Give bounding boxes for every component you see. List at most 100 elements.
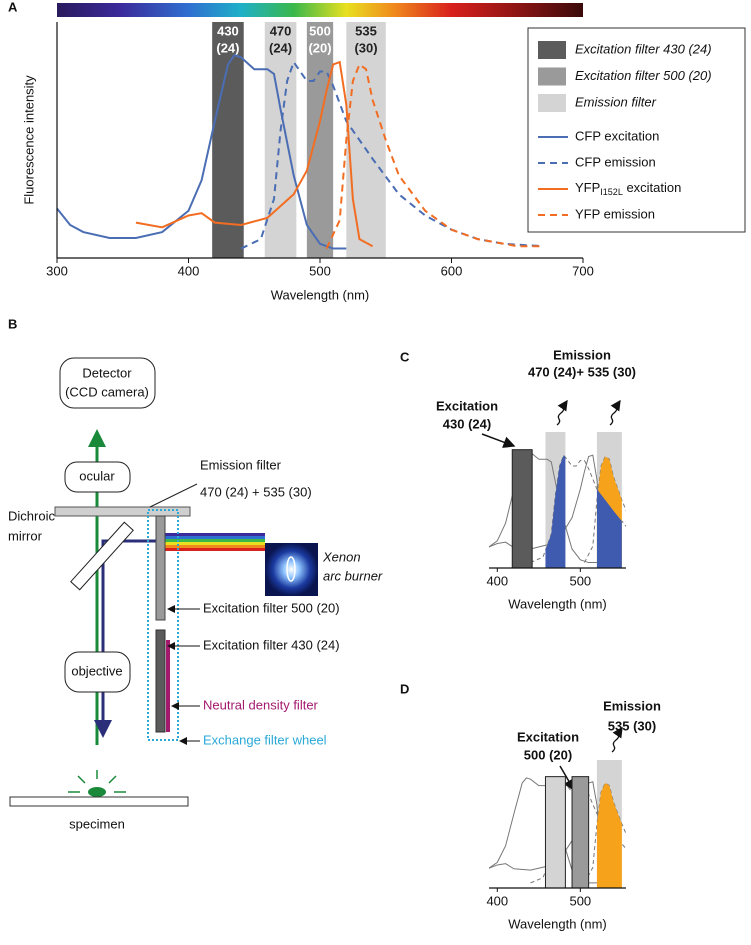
ocular-label: ocular — [79, 468, 115, 483]
emission-arrow — [556, 399, 568, 426]
xenon-lamp — [265, 543, 318, 596]
x-axis-label: Wavelength (nm) — [508, 596, 607, 611]
spectrum-line — [489, 777, 597, 884]
filter-label: 430 — [217, 23, 239, 38]
legend-label-part: I152L — [600, 187, 623, 197]
spectrum-bar — [57, 3, 583, 17]
emission-fill — [596, 783, 622, 888]
emission-label: 535 (30) — [608, 718, 656, 733]
spectrum-line — [56, 53, 347, 250]
filter-430-label: Excitation filter 430 (24) — [203, 637, 340, 652]
emission-arrow — [609, 399, 621, 426]
emission-fill — [596, 489, 622, 568]
emission-label: Emission — [553, 347, 611, 362]
x-tick-label: 500 — [569, 893, 591, 908]
dichroic-label: mirror — [8, 528, 43, 543]
diagram: B Detector (CCD camera) ocular Emission … — [8, 316, 383, 831]
filter-label: (24) — [269, 40, 292, 55]
nd-filter-label: Neutral density filter — [203, 697, 319, 712]
objective-box — [64, 651, 131, 693]
emission-arrow — [611, 726, 623, 753]
x-tick-label: 400 — [486, 893, 508, 908]
legend-swatch — [538, 67, 566, 86]
filter-label: 535 — [355, 23, 377, 38]
chart-a: 430 (24) 470 (24) 500 (20) 535 (30) 300 400 500 600… — [21, 22, 712, 302]
objective-label: objective — [71, 663, 122, 678]
panel-label: D — [400, 681, 409, 696]
lamp-arc — [286, 556, 296, 582]
x-axis-label: Wavelength (nm) — [271, 287, 370, 302]
filter-band — [544, 776, 566, 889]
filter-label: (20) — [308, 40, 331, 55]
filter-band — [571, 776, 590, 889]
legend-box — [527, 27, 746, 233]
x-tick-label: 400 — [178, 263, 200, 278]
specimen-label: specimen — [69, 816, 125, 831]
filter-label: (24) — [216, 40, 239, 55]
legend-label: Emission filter — [575, 94, 657, 109]
legend-swatch — [538, 41, 566, 59]
sample — [88, 787, 106, 797]
legend-label: YFP emission — [575, 206, 655, 221]
filter-label: 500 — [309, 23, 331, 38]
filter-band — [511, 449, 533, 569]
emission-filter — [54, 506, 191, 517]
filter-band — [346, 22, 386, 258]
excitation-label: Excitation — [517, 729, 579, 744]
spectrum-line — [489, 454, 614, 562]
legend-label-part: YFP — [575, 180, 600, 195]
spectrum-line — [489, 450, 597, 564]
emission-label: 470 (24)+ 535 (30) — [528, 364, 636, 379]
x-tick-label: 400 — [486, 573, 508, 588]
excitation-label: 430 (24) — [443, 416, 491, 431]
chart-c: 400 500 Wavelength (nm) — [486, 432, 626, 611]
panel-label: B — [8, 316, 17, 331]
filter-label: 470 — [270, 23, 292, 38]
lamp-label: Xenon — [322, 549, 361, 564]
leader-line — [149, 483, 198, 508]
emission-filter-label: 470 (24) + 535 (30) — [200, 484, 312, 499]
arrow — [481, 433, 516, 448]
spectrum-line — [489, 781, 614, 883]
x-tick-label: 500 — [309, 263, 331, 278]
filter-wheel — [147, 509, 179, 741]
detector-box — [59, 357, 156, 409]
y-axis-label: Fluorescence intensity — [21, 75, 36, 205]
ocular-box — [64, 461, 131, 493]
legend-label-part: excitation — [623, 180, 682, 195]
excitation-label: 500 (20) — [524, 747, 572, 762]
dichroic-mirror — [70, 521, 134, 591]
x-tick-label: 600 — [441, 263, 463, 278]
filter-band — [212, 22, 244, 258]
legend-label: YFPI152L excitation — [575, 180, 681, 197]
filter-500 — [155, 515, 166, 621]
nd-filter — [166, 640, 170, 732]
panel-label: C — [400, 349, 410, 364]
chart-d: 400 500 Wavelength (nm) — [486, 760, 626, 931]
lamp-label: arc burner — [323, 568, 383, 583]
legend-label: CFP emission — [575, 154, 656, 169]
slide — [9, 796, 189, 807]
emission-label: Emission — [603, 698, 661, 713]
wheel-label: Exchange filter wheel — [203, 732, 327, 747]
filter-label: (30) — [354, 40, 377, 55]
dichroic-label: Dichroic — [8, 508, 55, 523]
x-tick-label: 300 — [46, 263, 68, 278]
legend-label: Excitation filter 500 (20) — [575, 68, 712, 83]
detector-label: Detector — [82, 365, 132, 380]
x-tick-label: 700 — [572, 263, 594, 278]
emission-filter-label: Emission filter — [200, 457, 282, 472]
spectrum-line — [530, 454, 626, 564]
filter-430 — [155, 629, 166, 733]
detector-label: (CCD camera) — [65, 384, 149, 399]
x-tick-label: 500 — [569, 573, 591, 588]
legend-label: CFP excitation — [575, 128, 659, 143]
legend-swatch — [538, 94, 566, 112]
emission-fill — [545, 455, 566, 568]
panel-label: A — [8, 0, 18, 14]
excitation-label: Excitation — [436, 398, 498, 413]
spectrum-line — [325, 62, 544, 249]
x-axis-label: Wavelength (nm) — [508, 916, 607, 931]
light-beam — [165, 533, 265, 551]
